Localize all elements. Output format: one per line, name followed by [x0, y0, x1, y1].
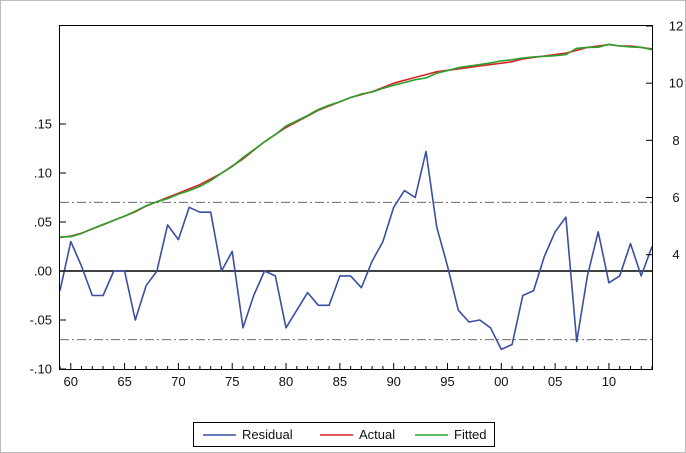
- x-tick-label: 95: [440, 374, 454, 389]
- right-y-tick-label: 6: [672, 190, 679, 205]
- x-tick-label: 75: [225, 374, 239, 389]
- x-tick-label: 90: [386, 374, 400, 389]
- x-tick-label: 70: [171, 374, 185, 389]
- left-y-tick-label: .10: [34, 166, 52, 181]
- left-y-tick-label: .15: [34, 117, 52, 132]
- right-y-tick-label: 8: [672, 133, 679, 148]
- left-y-tick-label: .00: [34, 264, 52, 279]
- left-y-tick-label: -.10: [30, 362, 52, 377]
- legend-label-residual: Residual: [242, 427, 293, 442]
- legend: Residual Actual Fitted: [193, 422, 495, 447]
- right-y-tick-label: 10: [669, 76, 683, 91]
- series-line-residual: [59, 150, 653, 351]
- right-y-tick-label: 4: [672, 247, 679, 262]
- x-tick-label: 10: [602, 374, 616, 389]
- x-tick-label: 65: [117, 374, 131, 389]
- legend-label-fitted: Fitted: [454, 427, 487, 442]
- legend-label-actual: Actual: [359, 427, 395, 442]
- x-tick-label: 00: [494, 374, 508, 389]
- x-tick-label: 80: [279, 374, 293, 389]
- x-tick-label: 85: [333, 374, 347, 389]
- x-tick-label: 05: [548, 374, 562, 389]
- right-y-tick-label: 12: [669, 19, 683, 34]
- left-y-tick-label: .05: [34, 215, 52, 230]
- left-y-tick-label: -.05: [30, 313, 52, 328]
- series-line-fitted: [59, 43, 653, 238]
- x-tick-label: 60: [64, 374, 78, 389]
- plot-frame: [59, 25, 653, 370]
